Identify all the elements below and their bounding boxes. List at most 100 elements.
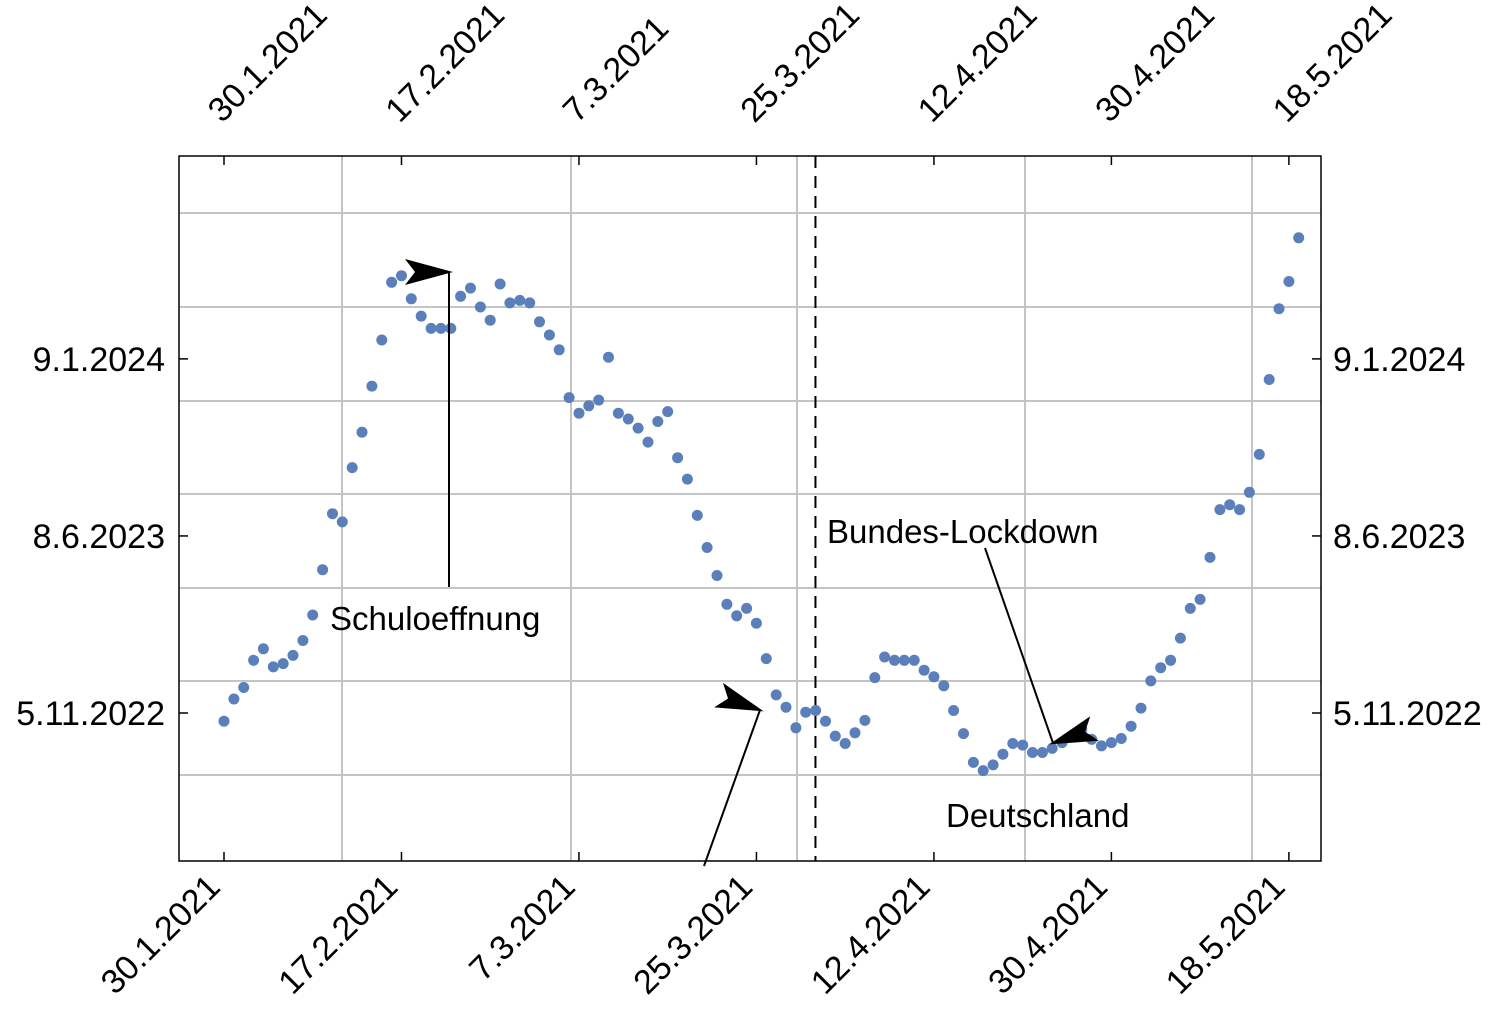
x-ticks-top: 30.1.2021 17.2.2021 7.3.2021 25.3.2021 12.4.…: [201, 0, 1400, 165]
data-point: [297, 635, 309, 646]
data-point: [741, 602, 753, 614]
data-point: [1263, 374, 1275, 385]
data-point: [1174, 632, 1186, 644]
data-point: [1027, 747, 1038, 758]
data-point: [967, 756, 979, 768]
y-tick-label: 5.11.2022: [16, 695, 165, 733]
bundes-lockdown-arrow: [984, 547, 1099, 745]
data-point: [672, 452, 684, 464]
data-point: [445, 322, 457, 334]
data-point: [750, 617, 762, 629]
x-tick-label: 18.5.2021: [1159, 868, 1293, 1002]
data-point: [366, 380, 378, 392]
data-point: [1056, 737, 1068, 749]
data-point: [435, 322, 447, 334]
data-point: [820, 715, 831, 727]
data-point: [770, 689, 782, 701]
data-point: [543, 329, 555, 341]
data-point: [1135, 702, 1147, 714]
data-point: [553, 344, 565, 356]
gridlines: [179, 156, 1321, 861]
y-tick-label: 9.1.2024: [33, 341, 165, 379]
x-tick-label: 7.3.2021: [462, 868, 582, 988]
data-point: [603, 351, 614, 363]
plot-frame: [178, 155, 1322, 862]
data-point: [317, 564, 329, 576]
y-tick-label-right: 8.6.2023: [1333, 518, 1465, 556]
data-point: [1293, 232, 1305, 244]
data-point: [800, 706, 812, 718]
data-point: [583, 400, 595, 412]
x-tick-label-top: 12.4.2021: [911, 0, 1045, 130]
x-tick-label-top: 30.1.2021: [201, 0, 335, 130]
data-point: [1273, 303, 1285, 315]
data-point: [1234, 504, 1246, 516]
x-ticks-bottom: 30.1.2021 17.2.2021 7.3.2021 25.3.2021 12.4.…: [94, 852, 1293, 1002]
y-tick-label: 8.6.2023: [33, 518, 165, 556]
data-point: [593, 394, 605, 406]
data-point: [484, 314, 496, 326]
data-point: [1145, 675, 1157, 687]
data-point: [918, 664, 930, 676]
data-point: [277, 658, 289, 670]
data-point: [849, 727, 861, 739]
data-point: [681, 473, 693, 485]
data-point: [790, 722, 802, 734]
data-point: [474, 301, 486, 313]
data-point: [248, 654, 260, 666]
data-point: [346, 462, 358, 474]
data-point: [1046, 742, 1058, 754]
annotation-schuloeffnung: Schuloeffnung: [330, 600, 540, 637]
y-ticks: 5.11.2022 5.11.2022 8.6.2023 8.6.2023 9.1.20…: [16, 341, 1481, 733]
annotation-deutschland: Deutschland: [946, 797, 1129, 834]
data-point: [514, 294, 526, 306]
data-point: [1165, 654, 1177, 666]
data-point: [228, 693, 240, 705]
data-point: [267, 661, 279, 673]
x-tick-label-top: 25.3.2021: [733, 0, 867, 130]
data-point: [1125, 720, 1137, 732]
data-point: [760, 653, 772, 665]
data-point: [425, 322, 437, 334]
data-point: [948, 705, 960, 716]
data-point: [455, 290, 467, 302]
x-tick-label-top: 18.5.2021: [1266, 0, 1400, 130]
data-point: [307, 609, 319, 621]
data-point: [1115, 733, 1127, 744]
x-tick-label: 30.1.2021: [94, 868, 228, 1002]
data-point: [1253, 448, 1265, 460]
data-point: [879, 651, 891, 663]
x-tick-label-top: 7.3.2021: [556, 9, 676, 129]
x-tick-label: 12.4.2021: [804, 868, 938, 1002]
data-point: [1096, 740, 1107, 752]
y-tick-label-right: 9.1.2024: [1333, 341, 1465, 379]
data-point: [1086, 733, 1098, 745]
annotation-bundes-lockdown: Bundes-Lockdown: [827, 513, 1099, 550]
data-point: [612, 407, 624, 419]
data-point: [711, 570, 723, 581]
data-point: [1076, 724, 1088, 735]
x-tick-label: 25.3.2021: [626, 868, 760, 1002]
data-point: [563, 392, 575, 404]
data-point: [839, 738, 851, 749]
data-point: [465, 282, 476, 294]
data-point: [642, 436, 654, 448]
data-point: [987, 759, 999, 771]
data-point: [1105, 737, 1117, 749]
x-tick-label-top: 30.4.2021: [1088, 0, 1222, 130]
data-point: [238, 682, 250, 693]
data-point: [1283, 276, 1295, 287]
data-point: [1194, 593, 1206, 605]
data-point: [898, 654, 910, 666]
data-point: [652, 416, 664, 427]
data-point: [534, 316, 545, 328]
data-point: [928, 671, 940, 683]
data-point: [869, 672, 881, 684]
x-tick-label-top: 17.2.2021: [378, 0, 512, 130]
x-tick-label: 17.2.2021: [271, 868, 405, 1002]
data-point: [1036, 747, 1048, 758]
data-point: [977, 765, 989, 777]
data-point: [1224, 499, 1236, 511]
data-point: [1066, 731, 1078, 743]
y-tick-label-right: 5.11.2022: [1333, 695, 1482, 733]
